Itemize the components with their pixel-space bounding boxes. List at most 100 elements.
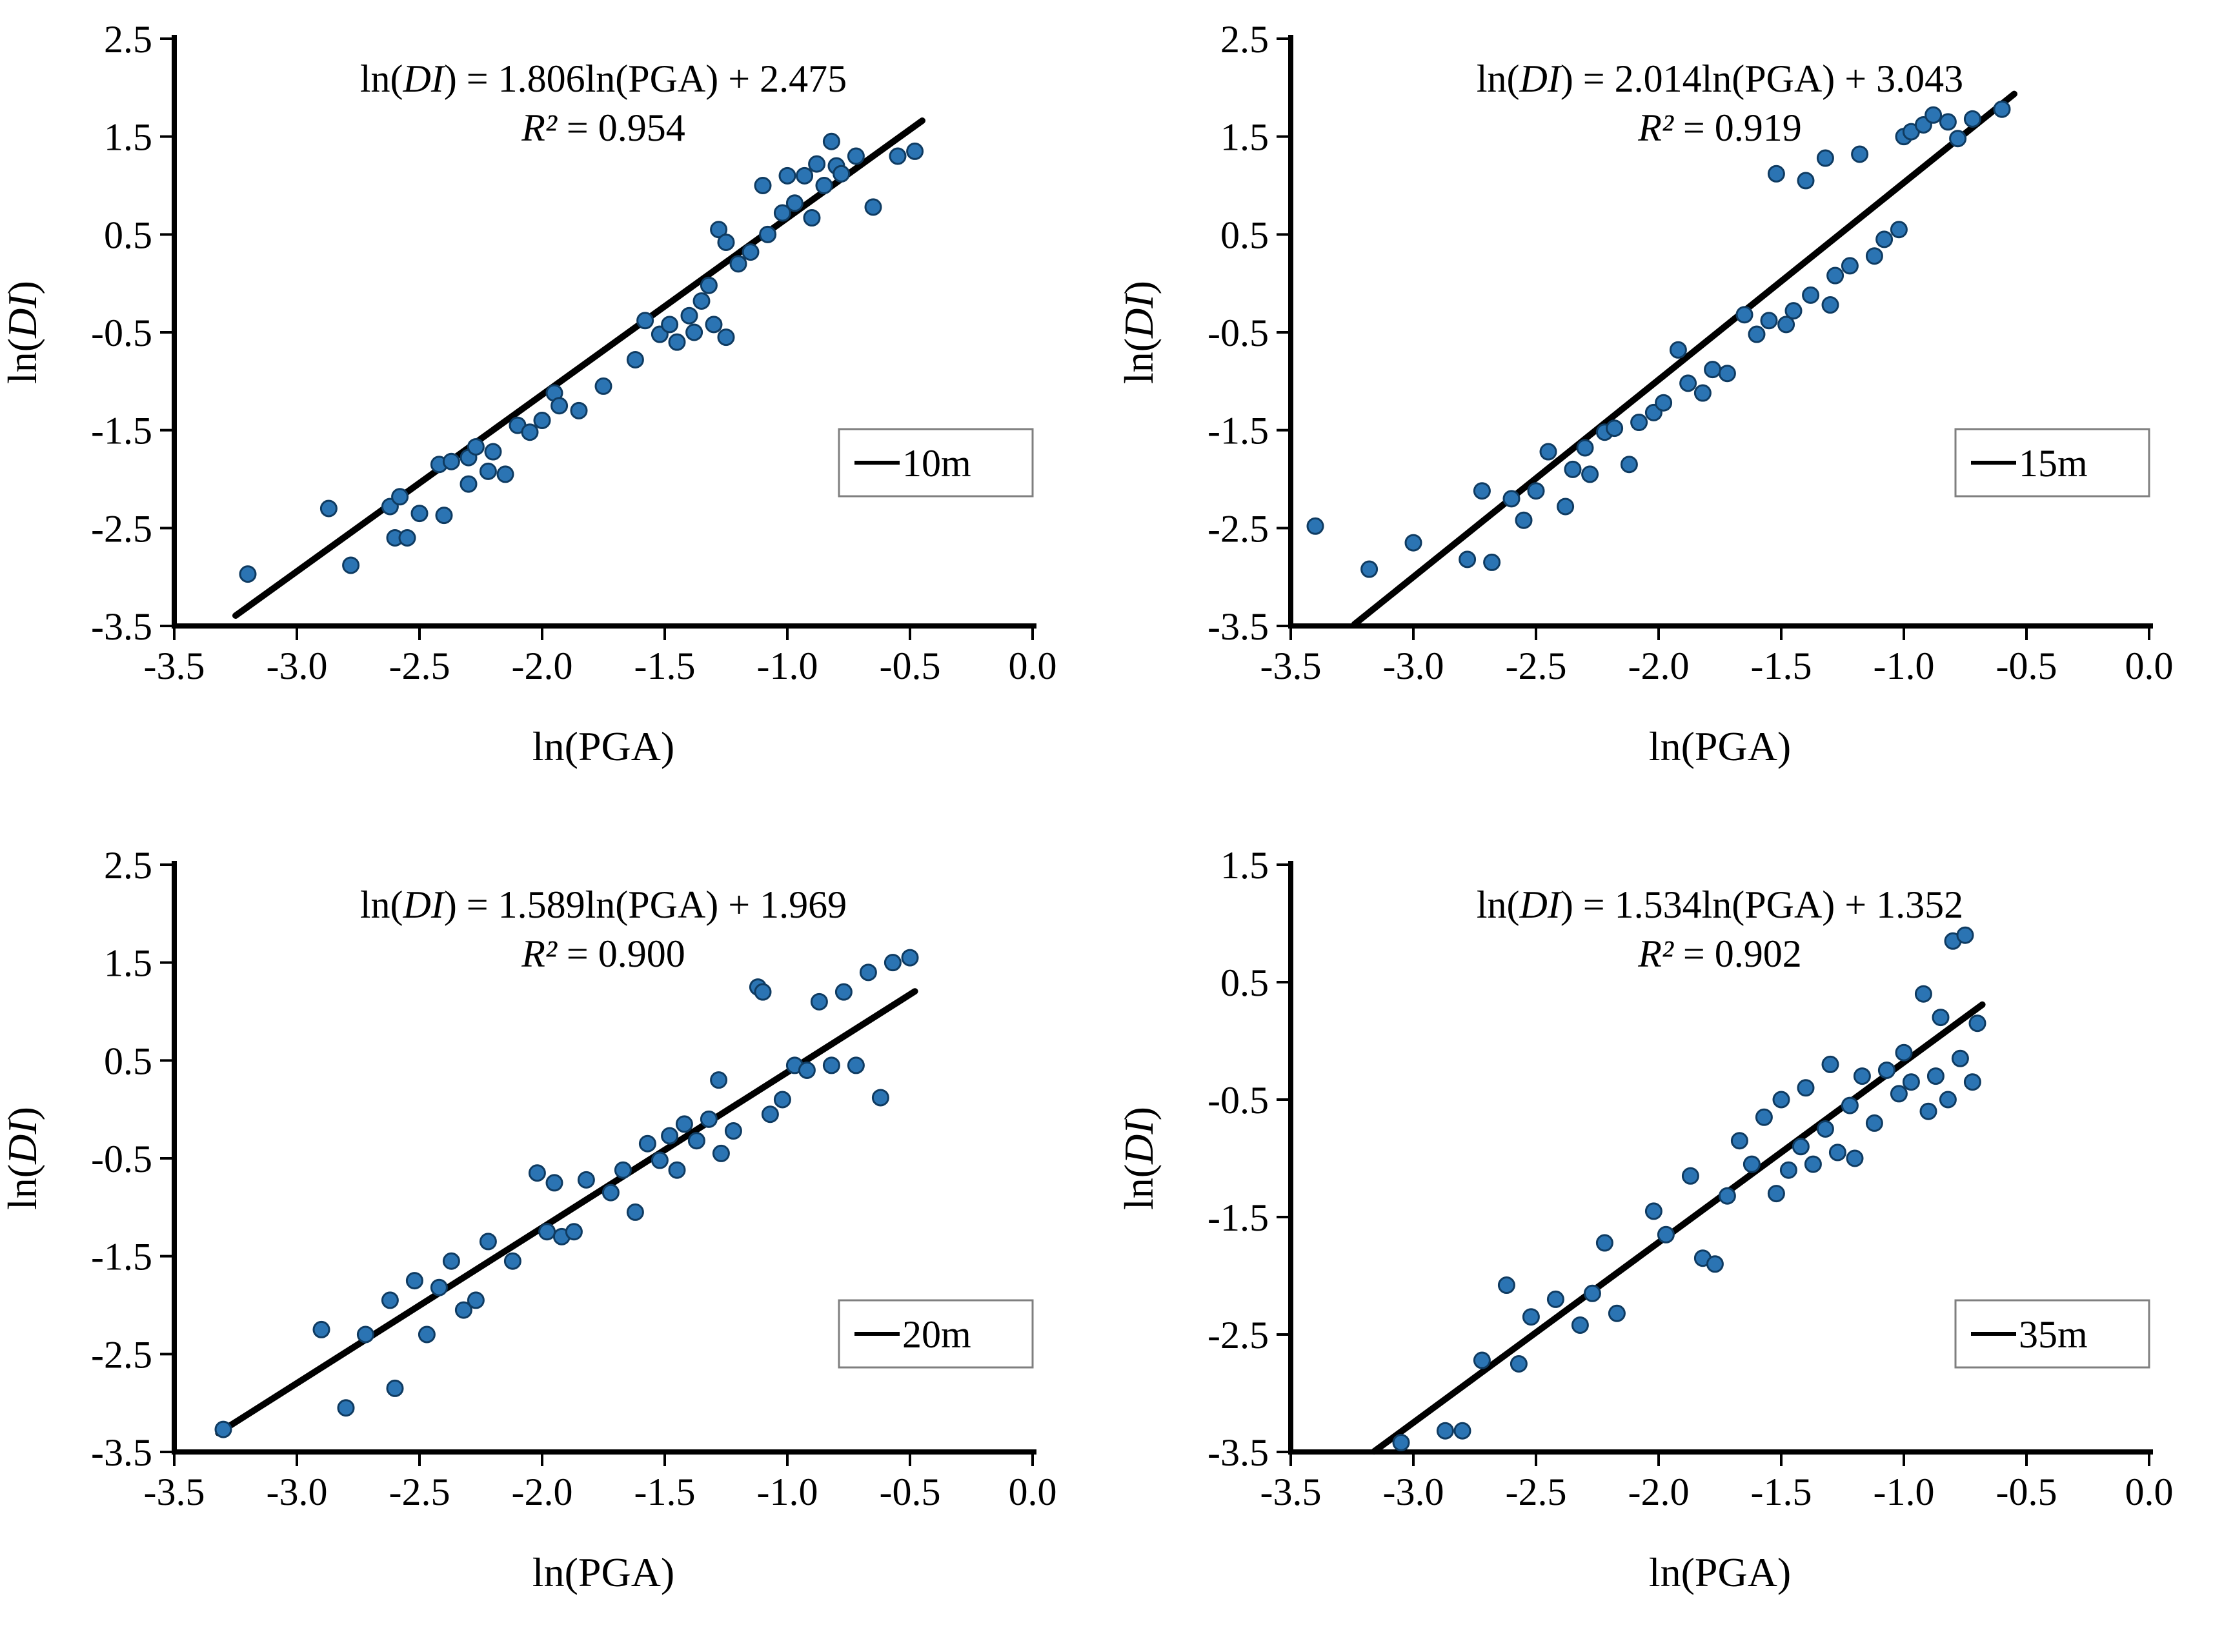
data-point <box>1748 325 1766 343</box>
x-tick-label: -0.5 <box>880 1471 941 1513</box>
data-point <box>1693 384 1712 402</box>
data-point <box>1583 1284 1601 1302</box>
data-point <box>636 312 654 330</box>
data-point <box>1932 1009 1950 1027</box>
data-point <box>1706 1255 1724 1273</box>
data-point <box>1919 1102 1937 1120</box>
data-point <box>1851 145 1869 163</box>
y-tick-label: -3.5 <box>91 605 152 648</box>
data-point <box>1895 1043 1913 1062</box>
data-point <box>1502 490 1521 508</box>
data-point <box>1473 482 1491 500</box>
data-point <box>742 243 760 261</box>
data-point <box>778 166 796 185</box>
trendline <box>1351 90 2017 628</box>
x-tick-label: -3.0 <box>267 1471 328 1513</box>
data-point <box>754 177 772 194</box>
data-point <box>1797 1079 1815 1097</box>
data-point <box>1360 560 1379 578</box>
x-tick-label: -2.0 <box>512 645 573 687</box>
x-tick-label: -2.5 <box>389 1471 450 1513</box>
y-tick-label: 1.5 <box>1220 844 1269 887</box>
data-point <box>1956 926 1974 944</box>
y-tick-label: 0.5 <box>104 1040 152 1082</box>
data-point <box>1473 1351 1491 1369</box>
data-point <box>1865 1114 1883 1132</box>
data-point <box>1802 286 1820 304</box>
data-point <box>834 983 853 1001</box>
data-point <box>1939 113 1957 131</box>
scatter-chart-svg: -3.5 -3.0 -2.5 -2.0 -1.5 -1.0 -0.5 0.0 2.5 1.5 0.5… <box>0 844 1057 1595</box>
data-point <box>405 1272 423 1290</box>
data-point <box>1483 553 1501 571</box>
data-point <box>808 155 826 173</box>
y-tick-label: -2.5 <box>1207 507 1269 550</box>
x-tick-label: -3.5 <box>144 645 205 687</box>
data-point <box>503 1252 521 1270</box>
data-point <box>871 1089 889 1107</box>
data-point <box>1951 1049 1969 1067</box>
data-point <box>710 1071 728 1089</box>
data-point <box>1797 172 1815 190</box>
data-point <box>479 1233 497 1251</box>
data-point <box>1792 1138 1810 1156</box>
data-point <box>822 132 840 150</box>
data-point <box>1767 165 1785 183</box>
y-tick-label: -1.5 <box>1207 1196 1269 1239</box>
data-point <box>386 1379 404 1397</box>
data-point <box>1767 1185 1785 1203</box>
y-tick-label: -1.5 <box>91 1236 152 1278</box>
data-point <box>847 147 865 165</box>
data-point <box>467 1291 485 1309</box>
y-tick-label: 0.5 <box>1220 962 1269 1004</box>
data-point <box>685 323 703 341</box>
data-point <box>906 142 924 160</box>
x-axis-title: ln(PGA) <box>1649 723 1791 769</box>
data-point <box>594 377 612 395</box>
x-tick-label: -2.5 <box>389 645 450 687</box>
data-point <box>712 1144 730 1162</box>
data-point <box>661 1127 679 1145</box>
data-point <box>1459 550 1477 569</box>
data-point <box>1875 230 1894 248</box>
data-point <box>418 1325 436 1344</box>
data-point <box>1777 316 1795 334</box>
data-point <box>1816 149 1834 167</box>
data-point <box>1821 1055 1839 1073</box>
data-point <box>312 1320 330 1338</box>
data-point <box>570 401 588 419</box>
y-axis-title: ln(DI) <box>0 281 45 384</box>
data-point <box>410 505 429 523</box>
data-point <box>460 475 478 493</box>
data-point <box>759 225 777 243</box>
data-point <box>1679 374 1697 392</box>
data-point <box>729 255 747 273</box>
data-point <box>680 307 698 325</box>
x-tick-label: -1.0 <box>1874 1471 1935 1513</box>
equation-label: ln(DI) = 1.534ln(PGA) + 1.352 <box>1477 883 1963 926</box>
data-point <box>798 1062 816 1079</box>
data-point <box>1595 1234 1613 1252</box>
y-tick-label: -2.5 <box>91 1333 152 1376</box>
data-point <box>1821 296 1839 314</box>
data-point <box>479 462 497 480</box>
data-point <box>1760 312 1778 330</box>
data-point <box>700 276 718 294</box>
data-point <box>1564 460 1582 478</box>
data-point <box>1841 257 1859 275</box>
data-point <box>342 556 360 574</box>
y-tick-label: 2.5 <box>104 18 152 61</box>
data-point <box>1606 419 1624 438</box>
scatter-chart-svg: -3.5 -3.0 -2.5 -2.0 -1.5 -1.0 -0.5 0.0 2.5 1.5 0.5… <box>1116 18 2174 769</box>
x-tick-label: -3.5 <box>1260 645 1322 687</box>
data-point <box>319 499 338 518</box>
x-tick-label: -0.5 <box>1996 1471 2057 1513</box>
legend-label: 10m <box>902 442 971 485</box>
data-point <box>1581 465 1599 483</box>
data-point <box>430 1278 448 1296</box>
data-point <box>700 1110 718 1128</box>
data-point <box>1890 1085 1908 1103</box>
data-point <box>1804 1155 1822 1173</box>
data-point <box>668 1161 686 1179</box>
data-point <box>1743 1155 1761 1173</box>
